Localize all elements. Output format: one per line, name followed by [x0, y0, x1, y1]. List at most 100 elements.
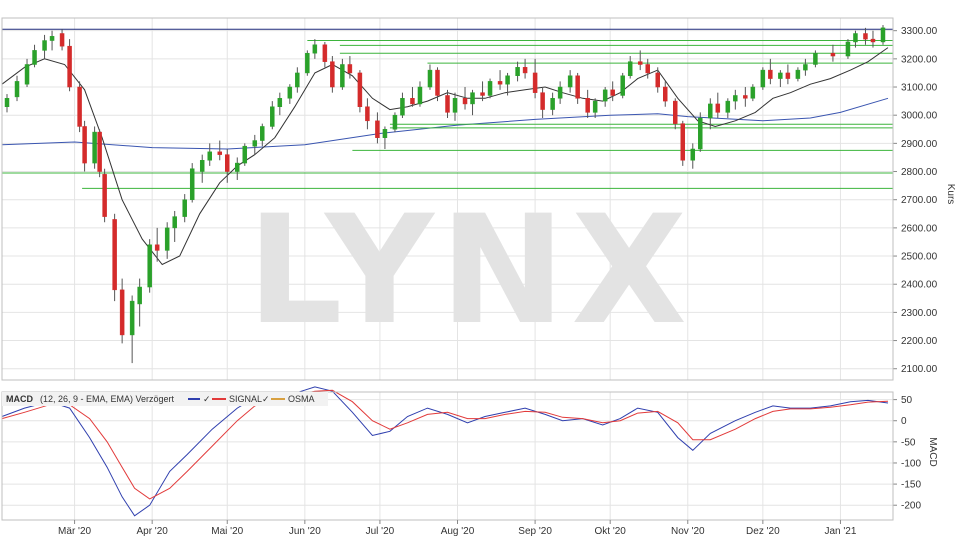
macd-line: [1, 386, 889, 517]
candle-body-up: [760, 69, 766, 88]
candle: [42, 34, 47, 59]
candle-body-up: [803, 64, 808, 71]
candle-body-up: [487, 81, 493, 96]
candle: [698, 112, 703, 152]
candle-body-up: [14, 81, 20, 98]
candle-body-down: [67, 45, 72, 88]
macd-gridlines: [2, 392, 893, 520]
candle: [602, 87, 608, 107]
candle-body-up: [515, 67, 520, 77]
candle-body-up: [242, 145, 248, 164]
candle: [427, 64, 433, 90]
legend-osma-label: OSMA: [288, 394, 315, 404]
price-tick-label: 2700.00: [901, 195, 938, 206]
price-tick-label: 2100.00: [901, 364, 938, 375]
candle: [497, 70, 503, 90]
candle-body-up: [853, 33, 858, 43]
price-tick-label: 2500.00: [901, 252, 938, 263]
macd-tick-label: -100: [901, 458, 921, 469]
candle: [750, 84, 756, 102]
candle: [655, 67, 660, 93]
candle: [880, 25, 886, 45]
candle: [295, 67, 300, 93]
candle: [189, 163, 195, 203]
candle-body-down: [870, 38, 876, 43]
candle: [515, 61, 520, 82]
candle-body-up: [557, 86, 563, 99]
candle: [853, 30, 858, 48]
candle: [778, 70, 783, 88]
signal-line: [1, 389, 889, 500]
candle: [32, 44, 37, 68]
candle-body-up: [417, 86, 423, 105]
price-y-axis: 2100.00 2200.00 2300.00 2400.00 2500.00 2600.…: [893, 26, 938, 375]
macd-tick-label: 0: [901, 416, 907, 427]
candle-body-down: [154, 244, 160, 251]
candle-body-up: [312, 44, 318, 54]
candle: [164, 222, 170, 259]
candle: [522, 58, 528, 79]
price-tick-label: 2400.00: [901, 280, 938, 291]
candle: [154, 227, 160, 262]
x-tick-label: Apr '20: [136, 526, 168, 537]
x-axis: Mär '20 Apr '20 Mai '20 Jun '20 Jul '20 Aug '…: [58, 520, 857, 537]
candle: [235, 157, 240, 180]
candle-body-down: [585, 98, 590, 113]
long-moving-average: [1, 97, 889, 150]
x-tick-label: Nov '20: [671, 526, 705, 537]
candle: [733, 89, 738, 110]
candle-body-up: [277, 98, 283, 107]
watermark-text: LYNX: [247, 184, 693, 358]
candle: [417, 81, 423, 107]
price-tick-label: 2800.00: [901, 167, 938, 178]
candle-body-down: [112, 219, 117, 291]
candle: [550, 92, 555, 116]
candle-body-down: [462, 98, 468, 105]
candle: [242, 143, 248, 166]
candle: [470, 89, 475, 116]
candle-body-up: [42, 40, 47, 51]
candle: [795, 67, 801, 82]
macd-panel: 50 0 -50 -100 -150 -200 MACD MACD (12, 26, 9 …: [1, 386, 938, 521]
candle-body-down: [347, 64, 353, 74]
candle-body-up: [24, 64, 30, 85]
candle-body-down: [645, 64, 650, 74]
candle-body-down: [330, 61, 335, 88]
candle-body-up: [795, 69, 801, 79]
x-tick-label: Sep '20: [518, 526, 552, 537]
candle: [182, 194, 187, 223]
candle-body-up: [287, 86, 293, 99]
candle-body-up: [725, 100, 731, 113]
candle: [645, 58, 650, 79]
candle-body-up: [592, 100, 598, 113]
price-tick-label: 3000.00: [901, 111, 938, 122]
price-panel-frame: [1, 17, 894, 381]
x-tick-label: Mär '20: [58, 526, 91, 537]
candle-body-down: [532, 72, 538, 93]
candle: [357, 70, 363, 113]
candle: [725, 98, 731, 119]
macd-tick-label: 50: [901, 395, 913, 406]
macd-legend: MACD (12, 26, 9 - EMA, EMA) Verzögert ✓ …: [2, 392, 328, 406]
x-tick-label: Dez '20: [746, 526, 780, 537]
candle: [347, 56, 353, 79]
candle: [462, 87, 468, 110]
candle-body-up: [164, 227, 170, 251]
candle-body-up: [550, 98, 555, 110]
candle-body-up: [505, 75, 510, 85]
price-tick-label: 2900.00: [901, 139, 938, 150]
candle-body-up: [295, 72, 300, 88]
candle: [322, 41, 328, 68]
candle: [92, 126, 97, 169]
candle-body-up: [49, 36, 55, 41]
candle: [813, 50, 818, 68]
candle: [673, 98, 678, 130]
candle-body-down: [522, 67, 528, 74]
candle: [768, 58, 773, 85]
candle: [260, 123, 265, 147]
candle: [445, 89, 450, 119]
candle: [199, 154, 205, 183]
candle: [59, 29, 65, 51]
price-tick-label: 3100.00: [901, 83, 938, 94]
